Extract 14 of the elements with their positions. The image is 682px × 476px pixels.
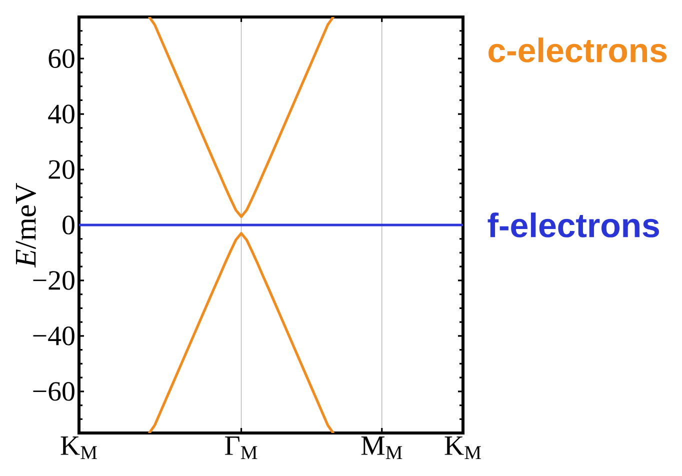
text: c-electrons [488, 38, 667, 62]
x-tick-label: K$_{M}$ [444, 436, 481, 460]
x-tick-label: Γ$_{M}$ [225, 436, 258, 460]
x-tick-label: K$_{M}$ [60, 436, 97, 460]
y-tick-label: −20 [33, 271, 74, 290]
y-tick-label: 40 [48, 104, 74, 124]
y-axis-title: E/meV [16, 182, 36, 268]
x-tick-label: M$_{M}$ [361, 436, 402, 460]
y-tick-label: 60 [48, 49, 74, 68]
y-tick-label: 20 [48, 160, 74, 179]
y-tick-label: 0 [62, 216, 74, 234]
y-tick-label: −40 [33, 326, 74, 346]
series-label: f-electrons [488, 212, 659, 238]
y-tick-label: −60 [33, 382, 74, 401]
